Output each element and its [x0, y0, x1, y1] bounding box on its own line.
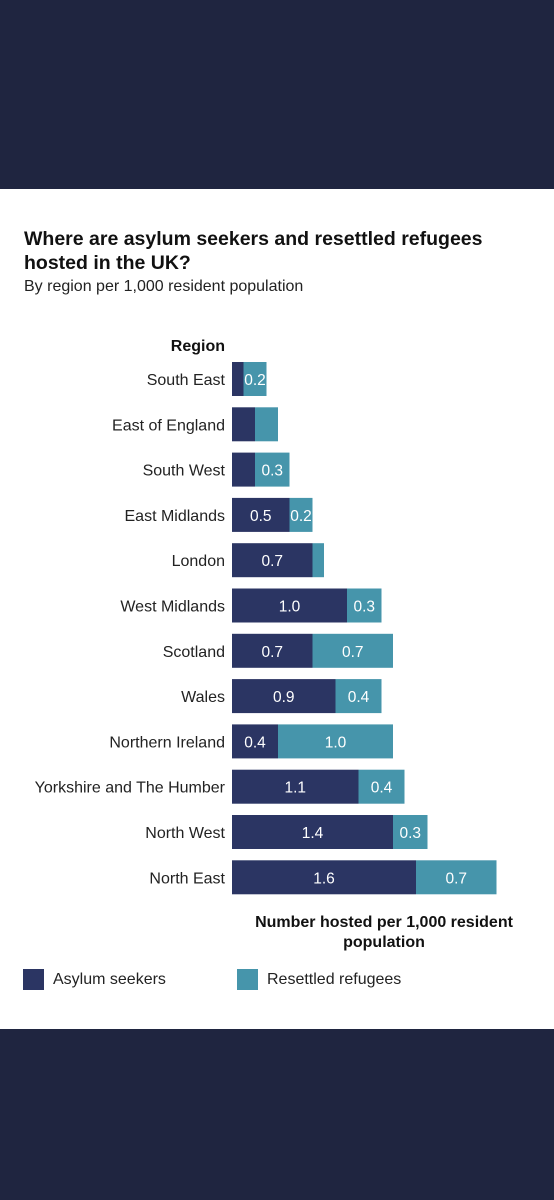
bar-asylum-seekers-yorkshire-and-the-humber — [232, 769, 359, 804]
category-label-northern-ireland: Northern Ireland — [109, 734, 225, 751]
category-label-south-east: South East — [147, 372, 226, 389]
legend-swatch-resettled-refugees — [237, 969, 258, 990]
data-label-resettled-refugees-north-east: 0.7 — [445, 870, 467, 887]
bottom-background-band — [0, 1029, 554, 1200]
bar-resettled-refugees-north-east — [416, 860, 497, 895]
category-label-yorkshire-and-the-humber: Yorkshire and The Humber — [35, 780, 226, 797]
data-label-asylum-seekers-wales: 0.9 — [273, 689, 295, 706]
category-label-north-east: North East — [149, 870, 225, 887]
data-label-resettled-refugees-north-west: 0.3 — [399, 825, 421, 842]
chart-subtitle: By region per 1,000 resident population — [24, 278, 304, 295]
category-label-scotland: Scotland — [163, 644, 225, 661]
bar-asylum-seekers-east-midlands — [232, 497, 290, 532]
x-axis-title-line-1: Number hosted per 1,000 resident — [255, 914, 514, 931]
bar-resettled-refugees-east-midlands — [289, 497, 313, 532]
bar-resettled-refugees-northern-ireland — [278, 724, 393, 759]
bar-asylum-seekers-north-east — [232, 860, 416, 895]
bar-asylum-seekers-south-west — [232, 452, 255, 487]
data-label-asylum-seekers-yorkshire-and-the-humber: 1.1 — [284, 780, 306, 797]
bar-asylum-seekers-northern-ireland — [232, 724, 278, 759]
bar-asylum-seekers-east-of-england — [232, 407, 255, 442]
bar-asylum-seekers-west-midlands — [232, 588, 347, 623]
category-label-south-west: South West — [143, 463, 226, 480]
data-label-asylum-seekers-north-west: 1.4 — [302, 825, 324, 842]
bar-resettled-refugees-scotland — [312, 633, 393, 668]
data-label-resettled-refugees-west-midlands: 0.3 — [353, 599, 375, 616]
legend-swatch-asylum-seekers — [23, 969, 44, 990]
chart-card: Where are asylum seekers and resettled r… — [0, 189, 554, 1029]
top-background-band — [0, 0, 554, 189]
x-axis-title: Number hosted per 1,000 resident populati… — [255, 914, 514, 951]
x-axis-title-line-2: population — [343, 934, 425, 951]
bar-asylum-seekers-wales — [232, 679, 336, 714]
data-label-asylum-seekers-west-midlands: 1.0 — [279, 599, 301, 616]
bar-asylum-seekers-scotland — [232, 633, 313, 668]
legend-label-resettled-refugees: Resettled refugees — [267, 970, 402, 988]
bar-asylum-seekers-london — [232, 543, 313, 578]
bar-resettled-refugees-wales — [335, 679, 382, 714]
legend-label-asylum-seekers: Asylum seekers — [53, 970, 166, 988]
bar-asylum-seekers-north-west — [232, 815, 393, 849]
data-label-asylum-seekers-north-east: 1.6 — [313, 870, 335, 887]
data-label-resettled-refugees-northern-ireland: 1.0 — [325, 734, 347, 751]
category-label-london: London — [172, 553, 225, 570]
bar-resettled-refugees-yorkshire-and-the-humber — [358, 769, 405, 804]
bar-resettled-refugees-south-west — [255, 452, 290, 487]
data-label-asylum-seekers-scotland: 0.7 — [261, 644, 283, 661]
data-label-asylum-seekers-northern-ireland: 0.4 — [244, 734, 266, 751]
data-label-resettled-refugees-wales: 0.4 — [348, 689, 370, 706]
bar-resettled-refugees-south-east — [243, 362, 267, 396]
data-label-resettled-refugees-east-midlands: 0.2 — [290, 508, 312, 525]
category-label-north-west: North West — [145, 825, 225, 842]
category-label-east-midlands: East Midlands — [125, 508, 226, 525]
legend-item-resettled-refugees: Resettled refugees — [237, 969, 401, 990]
bar-resettled-refugees-london — [312, 543, 324, 578]
stacked-bar-chart: Region South East 0.2 East of England South … — [35, 338, 514, 951]
bar-resettled-refugees-east-of-england — [255, 407, 278, 442]
chart-title: Where are asylum seekers and resettled r… — [24, 228, 483, 274]
bar-resettled-refugees-west-midlands — [347, 588, 382, 623]
bar-resettled-refugees-north-west — [393, 815, 428, 849]
data-label-asylum-seekers-london: 0.7 — [261, 553, 283, 570]
data-label-resettled-refugees-south-east: 0.2 — [244, 372, 266, 389]
category-header: Region — [171, 338, 225, 355]
legend-item-asylum-seekers: Asylum seekers — [23, 969, 166, 990]
category-label-wales: Wales — [181, 689, 225, 706]
data-label-resettled-refugees-yorkshire-and-the-humber: 0.4 — [371, 780, 393, 797]
data-label-asylum-seekers-east-midlands: 0.5 — [250, 508, 272, 525]
category-label-east-of-england: East of England — [112, 417, 225, 434]
data-label-resettled-refugees-south-west: 0.3 — [261, 463, 283, 480]
category-label-west-midlands: West Midlands — [120, 599, 225, 616]
bar-asylum-seekers-south-east — [232, 362, 244, 396]
data-label-resettled-refugees-scotland: 0.7 — [342, 644, 364, 661]
